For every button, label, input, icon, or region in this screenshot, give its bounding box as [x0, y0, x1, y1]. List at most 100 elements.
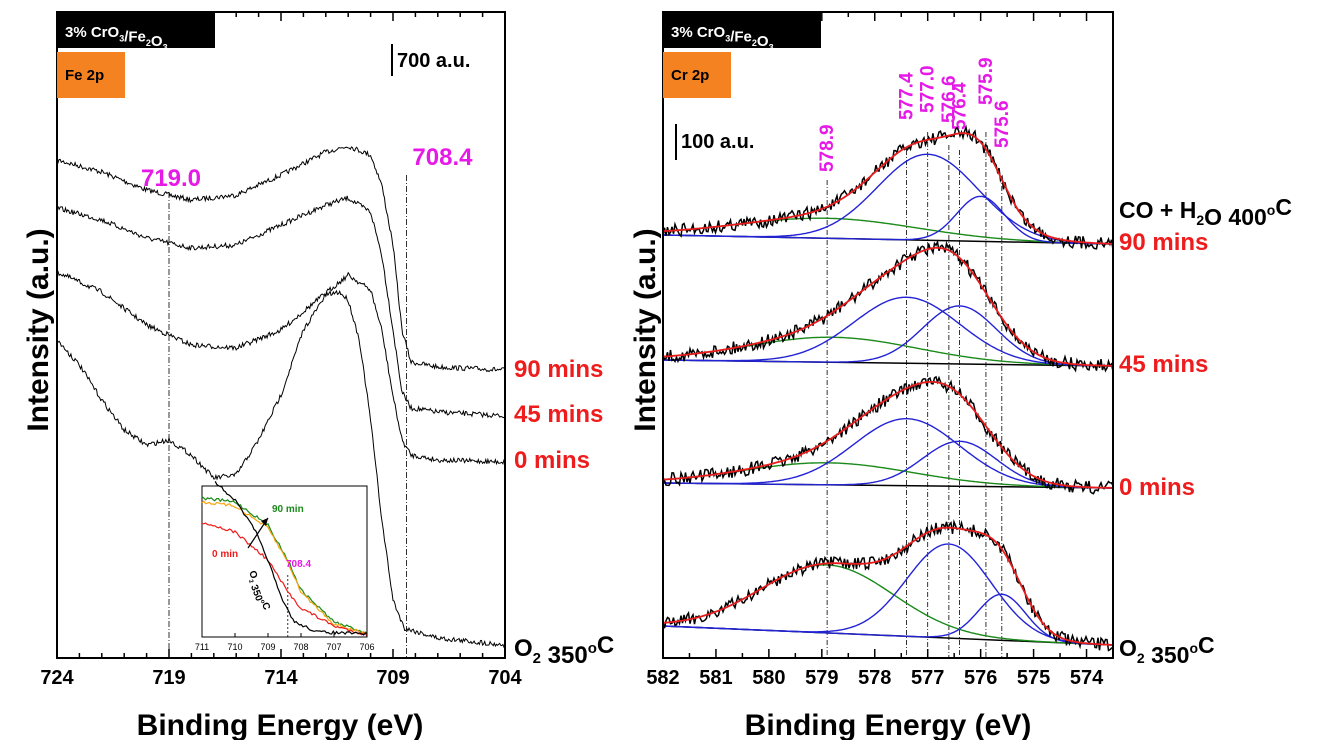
- inset-annotation: 708.4: [286, 559, 311, 570]
- series-label: O2 350oC: [514, 632, 614, 669]
- inset-spectrum: [214, 481, 368, 636]
- fit-envelope: [662, 381, 1113, 489]
- series-label: 0 mins: [514, 447, 590, 474]
- sample-label-part: O: [151, 33, 163, 50]
- series-label-part: C: [597, 632, 614, 659]
- spectrum-data: [662, 375, 1114, 495]
- x-tick-label: 577: [911, 667, 944, 689]
- inset-annotation-part: 2: [247, 579, 254, 585]
- reference-label: 719.0: [141, 165, 201, 192]
- sample-label-part: 3% CrO: [65, 24, 120, 41]
- spectrum-line: [56, 289, 506, 649]
- x-tick-label: 575: [1017, 667, 1050, 689]
- spectrum-line: [56, 195, 506, 419]
- core-level-label: Cr 2p: [671, 67, 709, 84]
- fit-envelope: [662, 246, 1114, 367]
- fit-component: [663, 296, 1114, 367]
- core-level-label: Fe 2p: [65, 67, 104, 84]
- x-tick-label: 578: [858, 667, 891, 689]
- series-label-part: 2: [1196, 212, 1204, 228]
- x-tick-label: 704: [488, 667, 522, 689]
- sample-label-part: 2: [146, 38, 151, 48]
- inset-tick-label: 709: [260, 642, 275, 652]
- x-tick-label: 576: [964, 667, 997, 689]
- series-label: 90 mins: [1119, 229, 1208, 256]
- series-label-part: o: [1267, 202, 1276, 218]
- inset-annotation: 90 min: [272, 504, 304, 515]
- reference-label: 576.6: [939, 75, 960, 123]
- inset-spectrum: [201, 522, 368, 637]
- series-label-part: 350: [1145, 642, 1190, 668]
- core-level-box: [57, 52, 125, 98]
- scale-bar-label: 700 a.u.: [397, 50, 470, 72]
- x-tick-label: 582: [646, 667, 679, 689]
- x-tick-label: 574: [1070, 667, 1104, 689]
- spectrum-line: [56, 146, 506, 373]
- reference-label: 577.0: [918, 65, 939, 113]
- sample-label-box: [663, 12, 821, 48]
- spectrum-data: [662, 239, 1114, 373]
- spectrum-line: [56, 269, 506, 466]
- series-label-part: o: [1189, 640, 1198, 656]
- inset-tick-label: 706: [359, 642, 374, 652]
- inset-annotation-part: o: [259, 599, 266, 605]
- reference-label: 576.4: [949, 82, 970, 130]
- inset-annotation-part: C: [259, 601, 272, 612]
- inset-spectrum: [201, 500, 368, 635]
- fit-envelope: [662, 132, 1114, 245]
- inset-annotation: 0 min: [212, 549, 238, 560]
- series-label-part: O 400: [1204, 204, 1267, 230]
- fit-component: [662, 593, 1114, 646]
- reference-label: 575.9: [976, 57, 997, 105]
- inset-frame: [201, 485, 368, 638]
- sample-label-part: /Fe: [730, 29, 752, 46]
- x-axis-title: Binding Energy (eV): [137, 709, 424, 740]
- x-tick-label: 724: [40, 667, 74, 689]
- sample-label-part: 3: [725, 34, 730, 44]
- series-label-part: 2: [1137, 650, 1145, 666]
- inset-tick-label: 708: [293, 642, 308, 652]
- sample-label-box: [57, 12, 215, 48]
- x-tick-label: 719: [152, 667, 185, 689]
- sample-label: 3% CrO3/Fe2O3: [671, 24, 774, 53]
- series-label: 0 mins: [1119, 474, 1195, 501]
- fit-component: [663, 418, 1114, 489]
- x-tick-label: 581: [699, 667, 732, 689]
- sample-label-part: O: [757, 33, 769, 50]
- x-tick-label: 709: [376, 667, 409, 689]
- y-axis-title: Intensity (a.u.): [22, 228, 55, 431]
- series-label-part: O: [514, 635, 533, 662]
- spectrum-data: [662, 124, 1114, 251]
- sample-label-part: 2: [752, 38, 757, 48]
- fit-component: [663, 153, 1113, 245]
- sample-label-part: 3: [163, 43, 168, 53]
- reference-label: 708.4: [412, 144, 473, 171]
- reference-label: 575.6: [992, 100, 1013, 148]
- inset-tick-label: 707: [326, 642, 341, 652]
- sample-label-part: /Fe: [124, 29, 146, 46]
- series-label: 45 mins: [514, 401, 603, 428]
- inset-tick-label: 711: [195, 642, 209, 652]
- fit-component: [663, 440, 1113, 489]
- series-label: CO + H2O 400oC: [1119, 194, 1292, 230]
- reference-label: 577.4: [897, 72, 918, 120]
- series-label-part: C: [1198, 632, 1215, 658]
- x-tick-label: 714: [264, 667, 298, 689]
- series-label-part: O: [1119, 635, 1137, 661]
- fit-component: [663, 305, 1113, 367]
- series-label-part: 2: [533, 650, 541, 667]
- sample-label-part: 3: [769, 43, 774, 53]
- fe2p-panel: 719.0 708.4 724 719 714 709 704 Binding Energy …: [22, 11, 614, 740]
- scale-bar-label: 100 a.u.: [681, 131, 754, 153]
- sample-label-part: 3: [119, 34, 124, 44]
- core-level-box: [663, 52, 731, 98]
- y-axis-title: Intensity (a.u.): [629, 228, 662, 431]
- x-tick-label: 579: [805, 667, 838, 689]
- series-label: 45 mins: [1119, 351, 1208, 378]
- x-tick-label: 580: [752, 667, 785, 689]
- reference-label: 578.9: [817, 124, 838, 172]
- sample-label: 3% CrO3/Fe2O3: [65, 24, 168, 53]
- fit-envelope: [662, 526, 1113, 646]
